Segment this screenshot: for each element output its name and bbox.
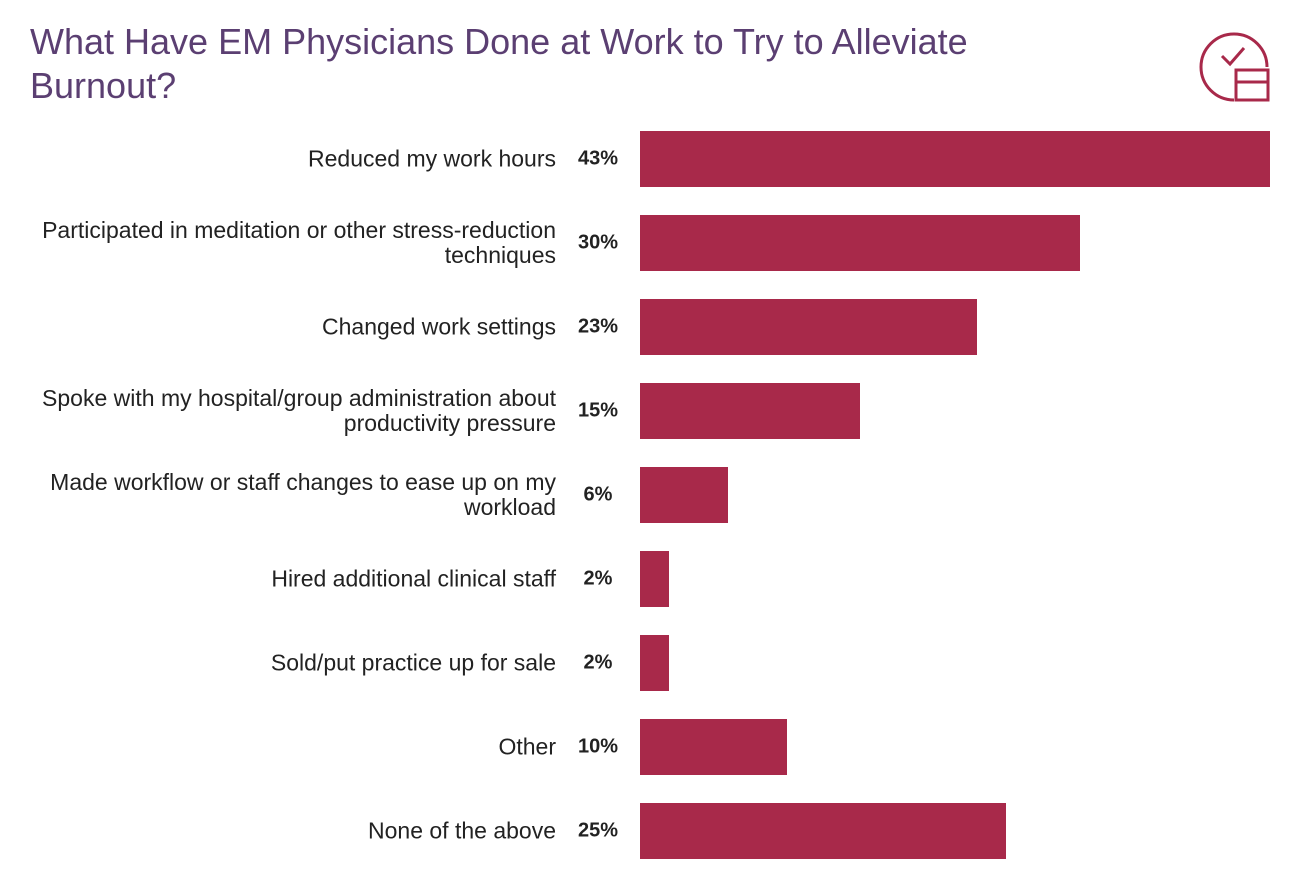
value-label: 43% xyxy=(577,147,619,170)
category-label: Hired additional clinical staff xyxy=(271,565,556,592)
category-label: None of the above xyxy=(368,817,556,844)
category-label: Sold/put practice up for sale xyxy=(270,649,556,676)
bar xyxy=(640,299,977,355)
value-label: 2% xyxy=(583,567,613,590)
value-label: 25% xyxy=(577,819,619,842)
category-label: Participated in meditation or other stre… xyxy=(42,217,556,268)
value-label: 6% xyxy=(583,483,613,506)
value-label: 2% xyxy=(583,651,613,674)
value-label: 15% xyxy=(577,399,619,422)
logo-icon xyxy=(1199,32,1270,102)
value-label: 30% xyxy=(577,231,619,254)
bar xyxy=(640,719,787,775)
chart-title: What Have EM Physicians Done at Work to … xyxy=(30,21,968,106)
category-label: Made workflow or staff changes to ease u… xyxy=(50,469,556,520)
bar xyxy=(640,803,1007,859)
value-label: 10% xyxy=(577,735,619,758)
category-label: Other xyxy=(498,733,556,760)
bar xyxy=(640,131,1270,187)
category-label: Spoke with my hospital/group administrat… xyxy=(42,385,556,436)
bar xyxy=(640,383,860,439)
value-label: 23% xyxy=(577,315,619,338)
bar xyxy=(640,551,670,607)
bar xyxy=(640,215,1080,271)
bar xyxy=(640,467,728,523)
category-label: Reduced my work hours xyxy=(308,145,556,172)
category-label: Changed work settings xyxy=(322,313,556,340)
bar xyxy=(640,635,670,691)
